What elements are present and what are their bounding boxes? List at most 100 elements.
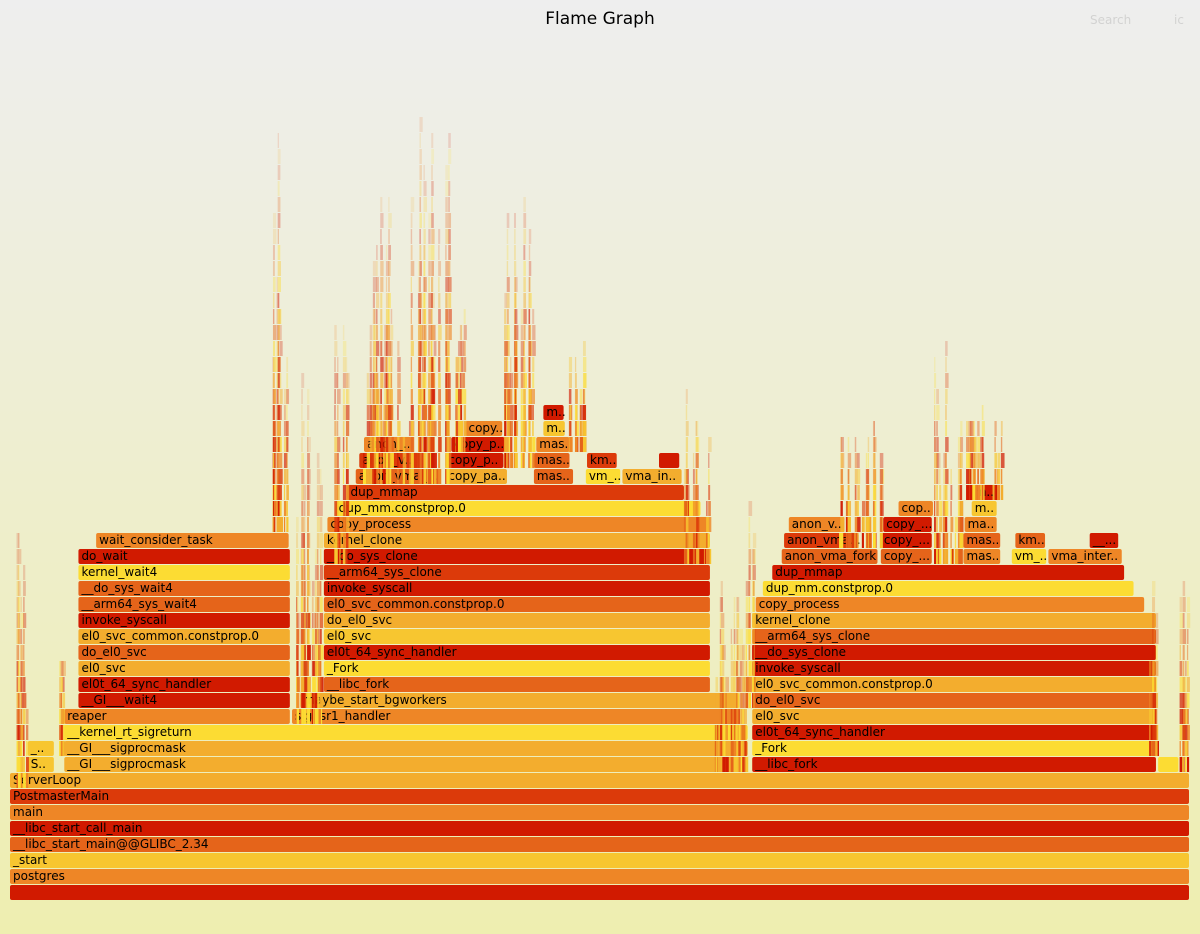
flame-frame[interactable]: invoke_syscall [323,581,710,596]
thin-frame [343,501,346,516]
thin-frame [301,581,304,596]
flame-frame[interactable]: m.. [543,421,566,436]
flame-frame[interactable]: do_el0_svc [78,645,290,660]
flame-frame[interactable]: __libc_start_main@@GLIBC_2.34 [10,837,1189,852]
flame-frame[interactable]: el0_svc_common.constprop.0 [752,677,1156,692]
flame-frame[interactable]: reaper [64,709,290,724]
flame-frame[interactable]: __libc_start_call_main [10,821,1189,836]
flame-frame[interactable]: do_el0_svc [323,613,710,628]
flame-frame[interactable]: _start [10,853,1189,868]
thin-frame [703,549,706,564]
flame-frame[interactable]: dup_mm.constprop.0 [335,501,701,516]
flame-frame[interactable]: maybe_start_bgworkers [300,693,740,708]
flame-frame-rect [536,437,570,452]
flame-frame[interactable]: __libc_fork [323,677,710,692]
flame-frame[interactable]: __GI___sigprocmask [64,741,748,756]
flame-frame[interactable]: el0t_64_sync_handler [323,645,710,660]
thin-frame [736,645,740,660]
thin-frame [448,133,451,148]
flame-frame[interactable]: mas.. [536,437,572,452]
thin-frame [313,709,317,724]
flame-frame-rect [543,405,564,420]
flame-frame[interactable]: copy_p.. [445,453,504,468]
thin-frame [748,501,753,516]
flame-frame[interactable]: do_el0_svc [752,693,1156,708]
flame-frame[interactable]: __do_sys_wait4 [78,581,290,596]
flame-frame[interactable]: anon_vma_fork [781,549,878,564]
flame-frame[interactable]: vma_inter.. [1048,549,1122,564]
flame-frame[interactable]: copy_... [883,517,932,532]
flame-frame[interactable]: __arm64_sys_clone [752,629,1156,644]
flame-frame[interactable]: km.. [587,453,617,468]
flame-frame[interactable]: copy.. [465,421,503,436]
ignorecase-toggle[interactable]: ic [1174,13,1184,27]
flame-frame[interactable]: postgres [10,869,1189,884]
thin-frame [372,437,375,452]
flame-frame[interactable]: _Fork [323,661,710,676]
thin-frame [313,645,316,660]
flame-frame[interactable]: copy_... [880,549,932,564]
flame-frame[interactable]: copy_process [327,517,709,532]
flame-frame[interactable]: __GI___sigprocmask [64,757,748,772]
flame-frame[interactable] [659,453,680,468]
flame-frame[interactable]: el0_svc [323,629,710,644]
flame-frame[interactable]: __arm64_sys_clone [323,565,710,580]
flame-frame[interactable]: vm_... [585,469,625,484]
flame-frame[interactable]: el0t_64_sync_handler [78,677,290,692]
thin-frame [312,709,315,724]
flame-frame[interactable]: mas.. [963,533,1001,548]
flame-frame[interactable]: mas.. [533,453,570,468]
flame-frame[interactable]: ma.. [964,517,997,532]
flame-frame[interactable]: sigusr1_handler [292,709,740,724]
flame-frame[interactable]: invoke_syscall [752,661,1156,676]
thin-frame [417,325,420,340]
thin-frame [745,581,749,596]
flame-frame[interactable]: main [10,805,1189,820]
flame-frame[interactable]: anon_v.. [788,517,845,532]
flame-frame[interactable]: dup_mm.constprop.0 [762,581,1134,596]
flame-frame[interactable]: _Fork [752,741,1156,756]
thin-frame [23,645,25,660]
flame-frame[interactable]: _.. [27,741,54,756]
flame-frame[interactable]: __libc_fork [752,757,1156,772]
flame-frame[interactable]: kernel_clone [323,533,710,548]
flame-frame[interactable]: vm_... [1011,549,1051,564]
flame-frame[interactable]: copy_... [880,533,932,548]
flame-frame[interactable]: __... [1089,533,1119,548]
flame-frame[interactable]: m.. [971,501,997,516]
thin-frame [867,437,870,452]
flame-frame[interactable]: wait_consider_task [96,533,289,548]
flame-frame[interactable]: copy_process [755,597,1145,612]
flame-frame[interactable]: km.. [1015,533,1046,548]
thin-frame [410,437,414,452]
flame-frame[interactable]: el0t_64_sync_handler [752,725,1156,740]
flame-frame[interactable]: dup_mmap [347,485,684,500]
thin-frame [1152,645,1154,660]
flame-frame[interactable]: el0_svc [752,709,1156,724]
flame-frame[interactable]: S.. [27,757,54,772]
flame-frame[interactable]: __arm64_sys_wait4 [78,597,290,612]
flame-frame[interactable] [10,885,1189,900]
flame-frame[interactable]: copy_pa.. [445,469,507,484]
flame-frame[interactable]: cop.. [898,501,933,516]
flame-frame[interactable]: dup_mmap [772,565,1125,580]
flame-frame[interactable]: el0_svc_common.constprop.0 [323,597,710,612]
flame-frame[interactable]: vma_in.. [622,469,682,484]
flame-frame[interactable]: ServerLoop [10,773,1189,788]
search-button[interactable]: Search [1090,13,1131,27]
flame-frame[interactable]: mas.. [533,469,574,484]
flame-frame[interactable]: el0_svc_common.constprop.0 [78,629,290,644]
flame-frame[interactable]: el0_svc [78,661,290,676]
flame-frame[interactable]: __GI___wait4 [78,693,290,708]
flame-frame[interactable] [1158,757,1179,772]
flame-frame[interactable]: do_wait [78,549,290,564]
flame-frame[interactable]: kernel_wait4 [78,565,290,580]
flame-frame[interactable]: __kernel_rt_sigreturn [64,725,748,740]
flame-frame[interactable]: invoke_syscall [78,613,290,628]
flame-frame[interactable]: __do_sys_clone [323,549,710,564]
flame-frame[interactable]: kernel_clone [752,613,1156,628]
flame-frame[interactable]: PostmasterMain [10,789,1189,804]
flame-frame[interactable]: __do_sys_clone [752,645,1156,660]
flame-frame[interactable]: mas.. [963,549,1001,564]
flame-frame[interactable]: m.. [543,405,566,420]
